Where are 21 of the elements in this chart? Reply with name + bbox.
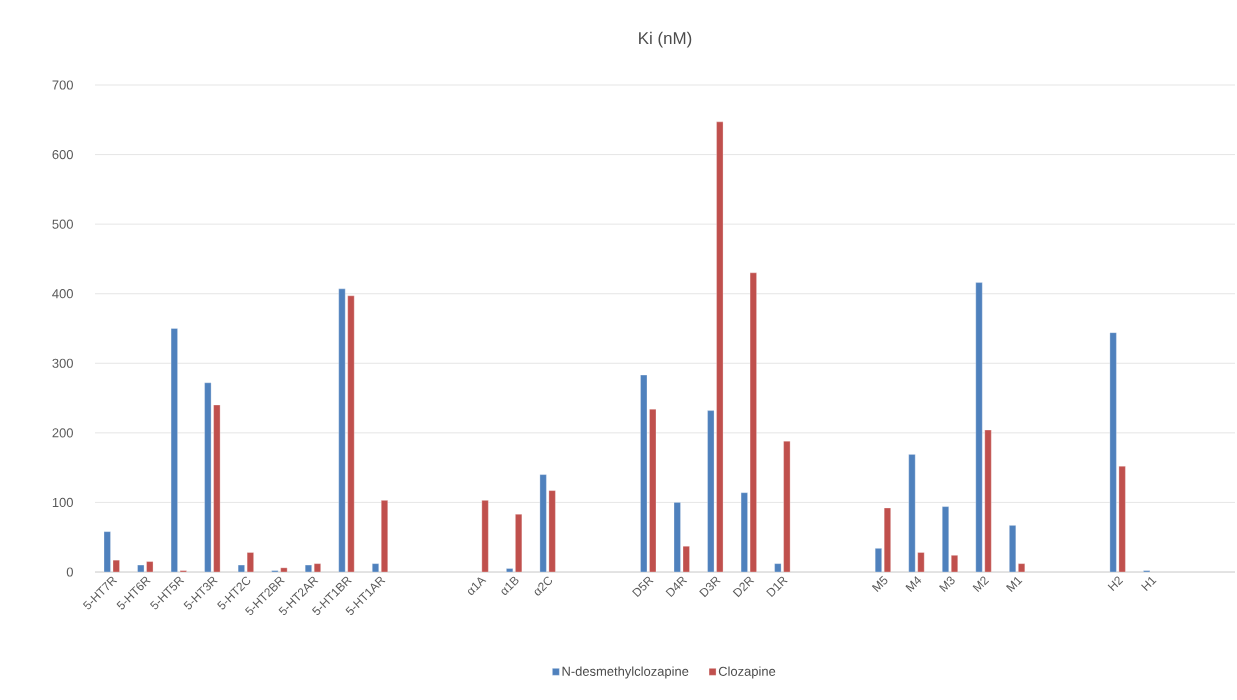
chart-title: Ki (nM) bbox=[639, 31, 692, 48]
y-tick-label: 0 bbox=[66, 567, 73, 577]
legend-label: N-desmethylclozapine bbox=[562, 666, 689, 679]
x-tick-label: H1 bbox=[1141, 576, 1157, 592]
y-tick-label: 400 bbox=[52, 289, 73, 299]
y-tick-label: 200 bbox=[52, 428, 73, 438]
y-tick-label: 300 bbox=[52, 358, 73, 368]
x-tick-label: M3 bbox=[939, 576, 955, 593]
x-tick-label: α2C bbox=[534, 576, 552, 596]
y-tick-label: 100 bbox=[52, 497, 73, 508]
x-tick-label: H2 bbox=[1107, 576, 1124, 592]
x-tick-label: M5 bbox=[871, 575, 888, 592]
y-tick-label: 500 bbox=[52, 219, 73, 229]
x-tick-label: M2 bbox=[972, 576, 990, 593]
x-tick-label: α1A bbox=[468, 577, 487, 595]
legend-label: Clozapine bbox=[718, 666, 776, 679]
x-tick-label: M1 bbox=[1006, 576, 1023, 592]
x-tick-label: M4 bbox=[905, 576, 922, 592]
y-tick-label: 700 bbox=[52, 80, 73, 90]
y-tick-label: 600 bbox=[52, 149, 73, 160]
x-tick-label: α1B bbox=[501, 576, 519, 595]
